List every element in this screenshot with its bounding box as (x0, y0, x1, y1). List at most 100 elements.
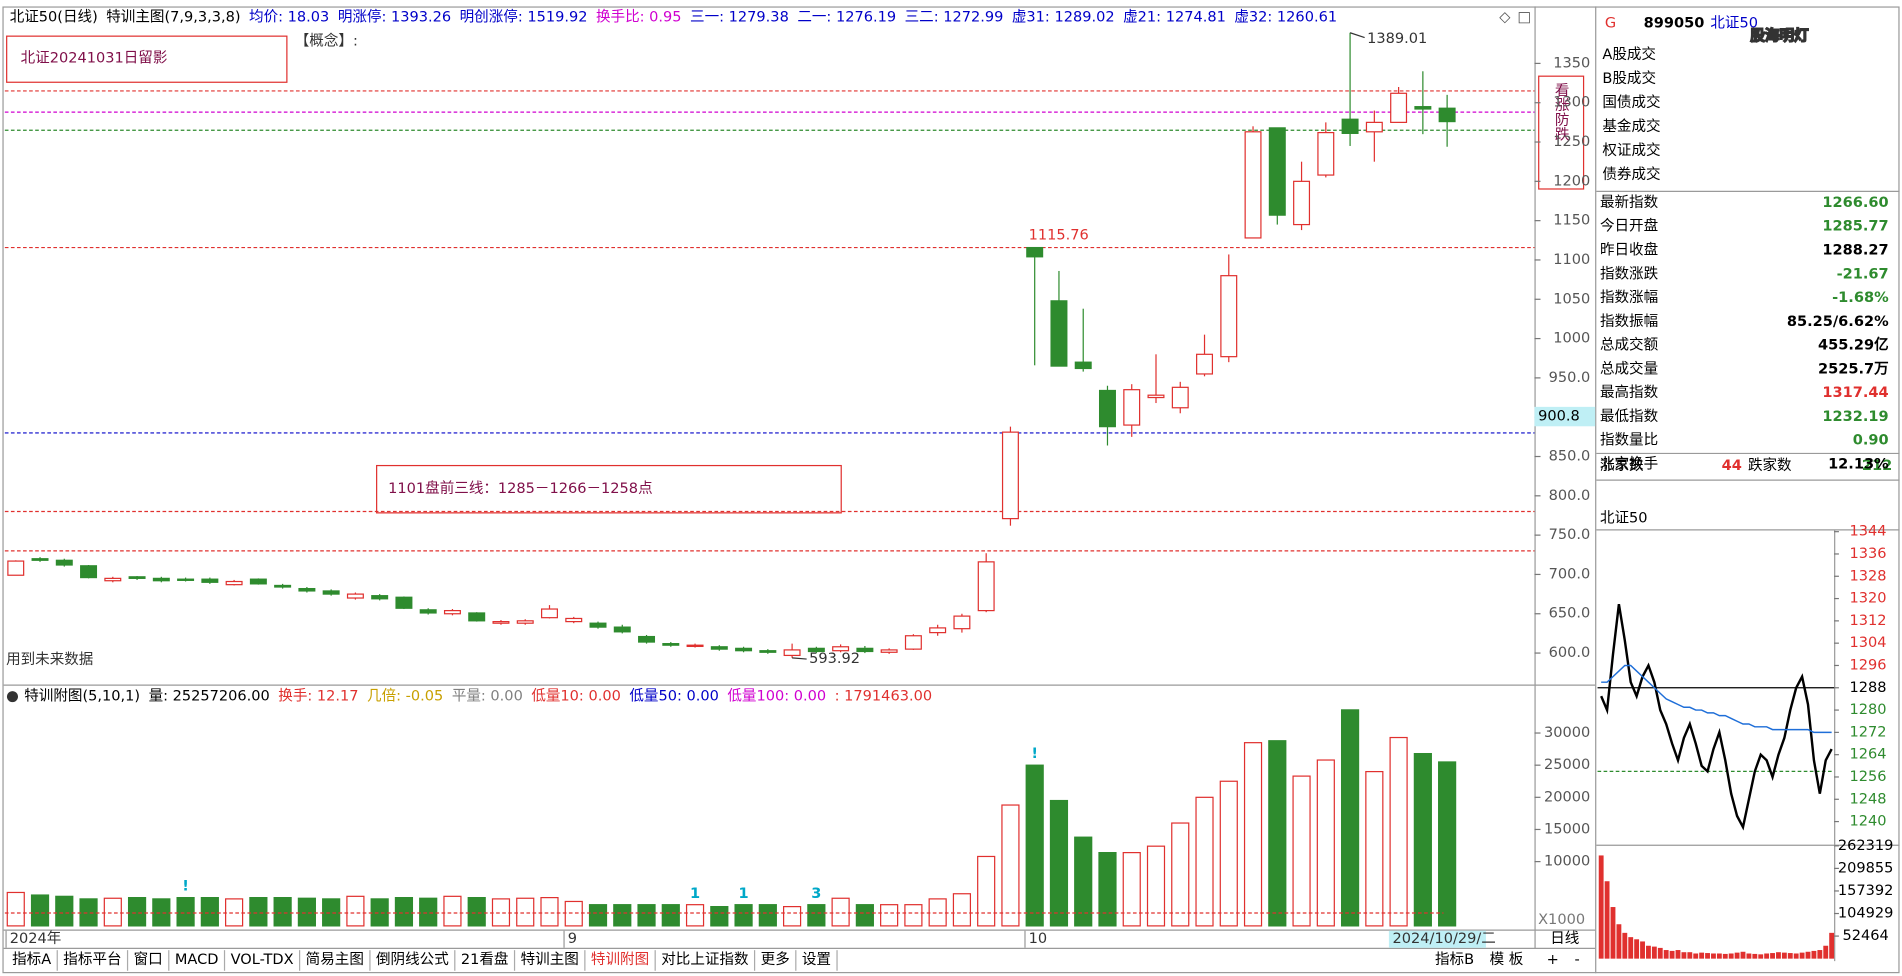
candle-body (152, 577, 170, 582)
header-item: 低量10: 0.00 (531, 688, 621, 705)
quote-value: 1232.19 (1822, 408, 1888, 425)
toolbar-tab[interactable]: 指标平台 (63, 951, 121, 968)
header-item: 虚31: 1289.02 (1012, 8, 1115, 25)
toolbar-button[interactable]: + (1547, 951, 1559, 968)
mini-volume-bar (1823, 945, 1829, 959)
mini-volume-bar (1640, 941, 1645, 959)
mini-volume-bar (1740, 951, 1746, 959)
y-tick-label: 1336 (1850, 545, 1887, 562)
candle-body (807, 647, 825, 653)
toolbar-tab[interactable]: 指标A (12, 951, 51, 968)
candle-body (128, 576, 146, 579)
quote-value: -21.67 (1837, 265, 1889, 282)
candle-body (1196, 353, 1214, 375)
lines-box (376, 464, 842, 514)
quote-label: 指数振幅 (1600, 313, 1658, 330)
mini-volume-bar (1776, 952, 1781, 959)
advice-box (1538, 75, 1585, 190)
toolbar-tab[interactable]: 设置 (802, 951, 831, 968)
toolbar-tab[interactable]: 21看盘 (461, 950, 509, 968)
watermark: 股海明灯 (1750, 27, 1809, 45)
candle-body (1147, 394, 1165, 399)
y-tick-label: 700.0 (1549, 565, 1591, 582)
candle-body (1365, 121, 1383, 133)
y-tick-label: 1296 (1850, 656, 1887, 673)
y-tick-label: 1264 (1850, 746, 1887, 763)
candle-body (516, 620, 534, 624)
mini-volume-bar (1604, 881, 1610, 959)
header-item: 换手: 12.17 (278, 688, 358, 705)
toolbar-tab[interactable]: 特训主图 (521, 951, 579, 968)
mini-volume-bar (1752, 953, 1758, 959)
toolbar-tab[interactable]: 简易主图 (306, 951, 364, 968)
mini-volume-bar (1628, 937, 1634, 959)
candle-body (1074, 361, 1092, 370)
mini-volume-bar (1669, 950, 1675, 959)
volume-bar (1049, 799, 1069, 927)
toolbar-button[interactable]: 指标B (1435, 951, 1474, 968)
volume-bar (1389, 736, 1408, 927)
volume-bar (661, 904, 680, 927)
candle-body (662, 643, 680, 646)
period-label[interactable]: 日线 (1550, 930, 1579, 947)
toolbar-tab[interactable]: 更多 (761, 951, 790, 968)
volume-bar (904, 904, 923, 927)
volume-bar (467, 897, 486, 927)
mini-volume-bar (1711, 953, 1716, 959)
candle-body (443, 609, 461, 615)
toolbar-button[interactable]: - (1574, 951, 1579, 968)
mini-volume-bar (1799, 952, 1805, 959)
y-tick-label: 157392 (1838, 882, 1894, 899)
diamond-icon[interactable]: ◇ (1499, 8, 1511, 25)
volume-bar (1243, 742, 1263, 927)
toolbar-tab[interactable]: 特训附图 (591, 951, 649, 968)
volume-bar (1219, 780, 1238, 927)
y-tick-label: 1288 (1850, 679, 1887, 696)
volume-bar (1292, 775, 1311, 927)
header-item: 三二: 1272.99 (905, 8, 1004, 25)
mini-volume-bar (1770, 953, 1775, 959)
y-tick-label: 800.0 (1549, 487, 1591, 504)
trade-category: 债券成交 (1602, 165, 1660, 183)
volume-bar (637, 904, 656, 927)
toolbar-tab[interactable]: 窗口 (134, 950, 163, 968)
volume-bar (685, 904, 705, 927)
outer-frame (2, 6, 1900, 974)
toolbar-tab[interactable]: 倒阴线公式 (376, 951, 449, 968)
y-tick-label: 1300 (1553, 94, 1590, 111)
y-tick-label: 1350 (1553, 54, 1590, 71)
volume-bar (1413, 752, 1432, 927)
y-tick-label: 600.0 (1549, 644, 1591, 661)
mini-volume-bar (1829, 932, 1835, 959)
candle-body (589, 622, 607, 628)
mini-volume-bar (1705, 953, 1710, 959)
y-tick-label: 850.0 (1549, 448, 1591, 465)
toolbar-tab[interactable]: VOL-TDX (231, 951, 294, 968)
header-item: 低量100: 0.00 (727, 688, 826, 705)
header-item: 几倍: -0.05 (367, 688, 443, 705)
breadth-down: 212 (1862, 457, 1892, 474)
candle-body (1098, 389, 1116, 428)
quote-label: 总成交量 (1600, 359, 1658, 377)
toolbar-tab[interactable]: MACD (175, 951, 219, 968)
quote-label: 最高指数 (1600, 384, 1659, 401)
square-icon[interactable]: □ (1517, 8, 1531, 25)
toolbar-tab[interactable]: 对比上证指数 (661, 951, 749, 968)
candle-body (977, 561, 995, 612)
mini-volume-bar (1793, 953, 1799, 959)
breadth-up-label: 涨家数 (1600, 457, 1644, 474)
candle-body (322, 590, 340, 595)
volume-bar (443, 895, 462, 927)
header-item: 低量50: 0.00 (629, 688, 719, 705)
volume-bar (176, 897, 195, 927)
candle-body (298, 587, 316, 592)
candle-body (31, 558, 49, 561)
trade-category: 国债成交 (1602, 93, 1660, 111)
intraday-line (1600, 603, 1833, 831)
collapse-icon[interactable]: ● (6, 688, 19, 705)
toolbar-button[interactable]: 模 板 (1490, 950, 1524, 968)
volume-bar (831, 897, 850, 927)
header-item: 平量: 0.00 (452, 688, 523, 705)
candle-body (638, 635, 656, 643)
candle-body (832, 646, 850, 652)
